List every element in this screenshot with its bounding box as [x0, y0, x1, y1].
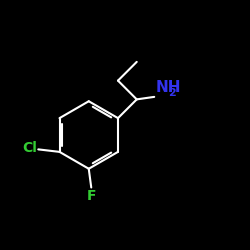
Text: F: F — [86, 190, 96, 203]
Text: 2: 2 — [168, 88, 176, 98]
Text: Cl: Cl — [22, 141, 37, 155]
Text: NH: NH — [156, 80, 181, 95]
